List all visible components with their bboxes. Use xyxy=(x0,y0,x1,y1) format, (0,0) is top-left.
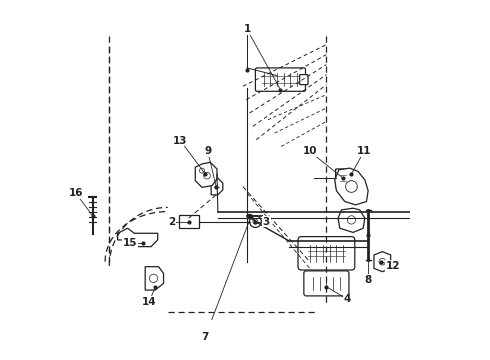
Polygon shape xyxy=(196,162,217,187)
FancyBboxPatch shape xyxy=(300,75,308,85)
Polygon shape xyxy=(374,252,391,272)
Polygon shape xyxy=(118,228,158,247)
Circle shape xyxy=(345,181,357,192)
Bar xyxy=(178,215,198,228)
Circle shape xyxy=(249,216,261,228)
Bar xyxy=(482,215,490,258)
Text: 12: 12 xyxy=(386,261,400,271)
Polygon shape xyxy=(145,267,164,290)
Text: 9: 9 xyxy=(204,147,211,157)
Text: 13: 13 xyxy=(173,136,188,145)
Text: 11: 11 xyxy=(357,147,371,157)
Text: 7: 7 xyxy=(201,332,209,342)
Circle shape xyxy=(347,216,356,224)
Text: 16: 16 xyxy=(69,188,83,198)
Circle shape xyxy=(253,219,258,224)
Bar xyxy=(475,207,490,266)
Circle shape xyxy=(199,168,204,173)
FancyBboxPatch shape xyxy=(336,169,351,187)
Polygon shape xyxy=(338,208,365,233)
Text: 1: 1 xyxy=(244,24,251,35)
Text: 10: 10 xyxy=(302,147,317,157)
Polygon shape xyxy=(211,178,223,195)
Text: 15: 15 xyxy=(123,238,137,248)
Text: 4: 4 xyxy=(343,294,351,304)
FancyBboxPatch shape xyxy=(304,271,349,296)
Circle shape xyxy=(379,258,386,265)
Polygon shape xyxy=(335,168,368,205)
Text: 14: 14 xyxy=(142,297,157,307)
Text: 8: 8 xyxy=(365,275,372,285)
Polygon shape xyxy=(470,176,490,205)
FancyBboxPatch shape xyxy=(298,237,355,270)
Circle shape xyxy=(204,172,210,179)
Text: 3: 3 xyxy=(263,217,270,226)
Circle shape xyxy=(149,274,158,283)
Text: 2: 2 xyxy=(168,217,175,226)
FancyBboxPatch shape xyxy=(255,68,305,91)
